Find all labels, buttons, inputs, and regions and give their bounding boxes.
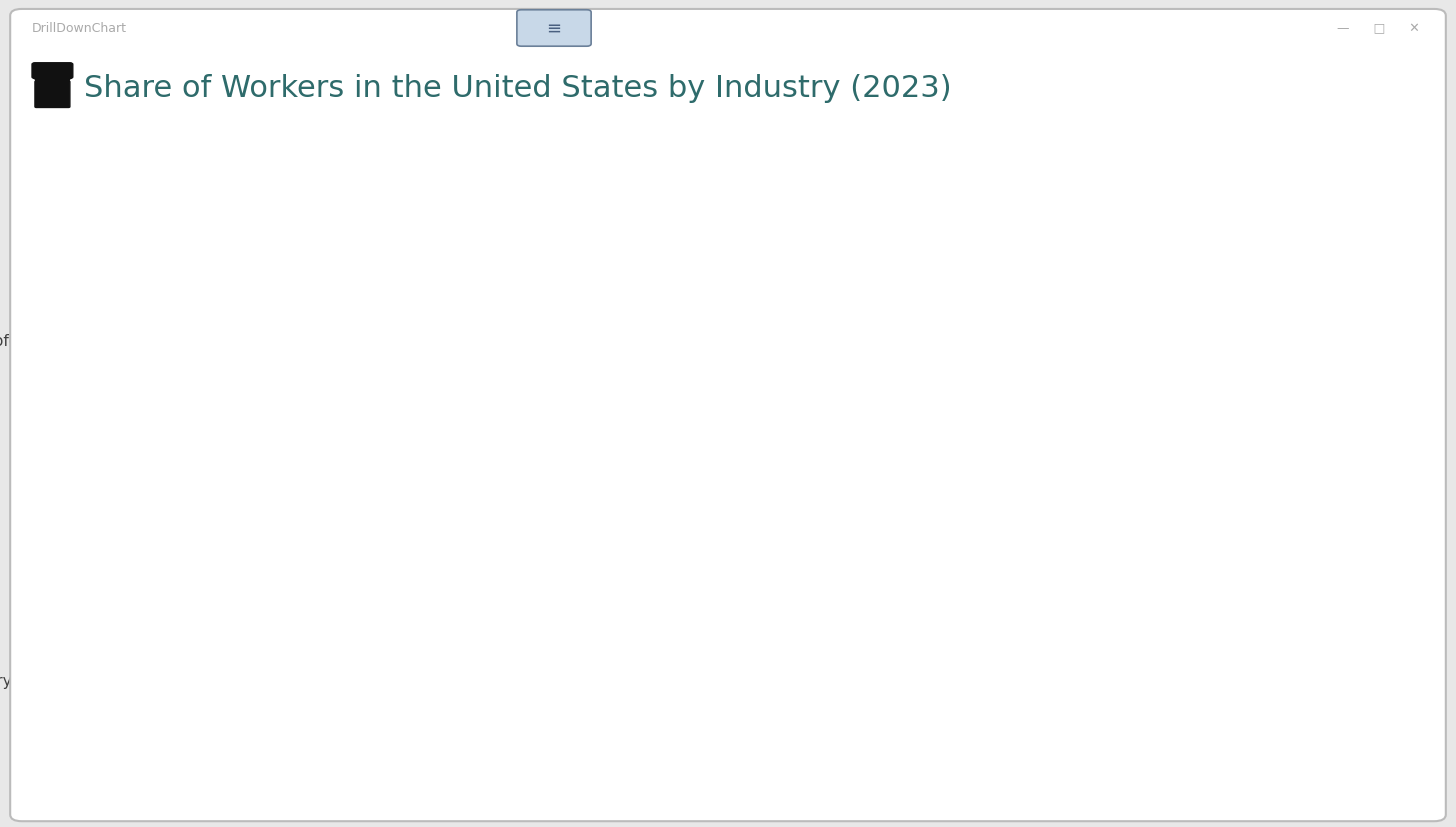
Text: 20735: 20735 — [858, 332, 903, 347]
Text: Share of Workers in the United States by Industry (2023): Share of Workers in the United States by… — [84, 74, 952, 103]
Text: 9949: 9949 — [547, 478, 584, 492]
Text: 7984: 7984 — [492, 138, 527, 152]
Bar — [255, 227, 665, 257]
Bar — [255, 324, 852, 354]
Text: 11896: 11896 — [604, 624, 648, 638]
Bar — [255, 179, 473, 208]
Text: ≡: ≡ — [546, 20, 562, 38]
Bar — [255, 519, 824, 548]
Bar — [255, 713, 320, 743]
Text: 7605: 7605 — [480, 186, 515, 200]
Text: 36378: 36378 — [1307, 284, 1353, 298]
Text: 2971: 2971 — [348, 429, 383, 443]
Text: 19787: 19787 — [831, 526, 875, 540]
Text: 590: 590 — [280, 672, 306, 686]
Text: 11018: 11018 — [579, 380, 623, 394]
Bar — [255, 275, 1300, 306]
Bar — [255, 130, 485, 160]
Text: —      □      ✕: — □ ✕ — [1337, 22, 1420, 36]
Text: 2264: 2264 — [328, 720, 363, 734]
Bar — [255, 373, 572, 403]
Bar — [255, 470, 540, 500]
Text: DrillDownChart: DrillDownChart — [32, 22, 127, 36]
X-axis label: Total Employee Count: Total Employee Count — [740, 787, 920, 805]
Bar — [255, 664, 272, 694]
Text: ▲: ▲ — [45, 84, 51, 90]
Bar — [255, 615, 597, 646]
Bar — [255, 421, 341, 452]
Text: 15570: 15570 — [709, 575, 754, 589]
Text: 14288: 14288 — [673, 235, 716, 249]
Bar — [255, 566, 703, 597]
